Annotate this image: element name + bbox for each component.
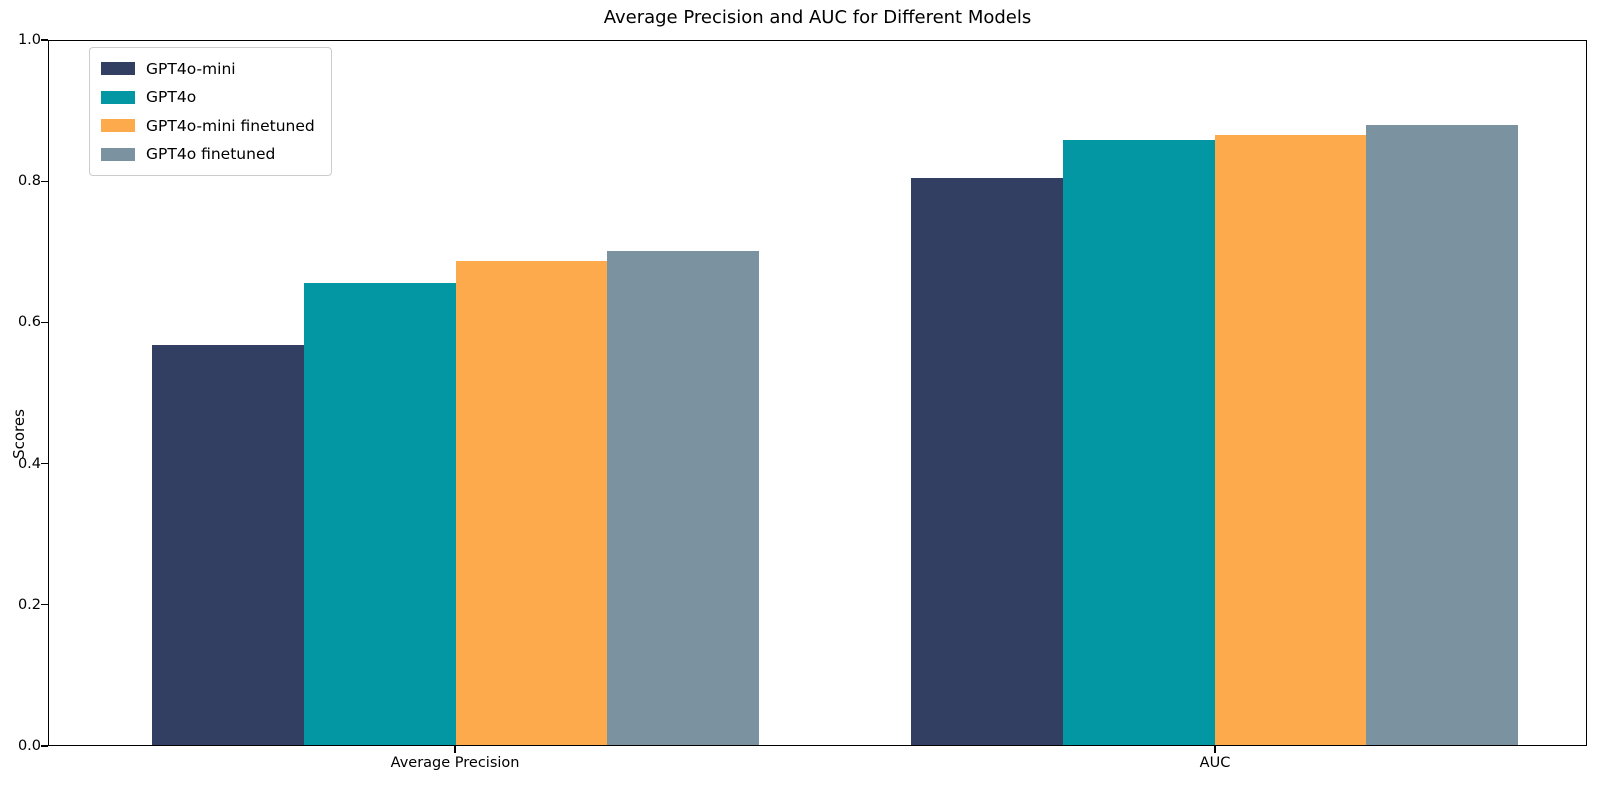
y-tick-mark xyxy=(41,745,48,747)
x-tick-mark xyxy=(1214,746,1216,753)
legend-swatch-icon xyxy=(101,119,135,132)
legend-swatch-icon xyxy=(101,90,135,104)
y-tick-mark xyxy=(41,604,48,606)
bar-gpt4o-mini-auc xyxy=(910,177,1063,745)
bar-gpt4o-mini-finetuned-auc xyxy=(1214,135,1367,745)
legend-label: GPT4o-mini finetuned xyxy=(146,116,315,135)
y-tick-label: 0.8 xyxy=(17,173,41,190)
bar-gpt4o-finetuned-auc xyxy=(1366,125,1519,745)
legend: GPT4o-mini GPT4o GPT4o-mini finetuned GPT4o… xyxy=(89,47,332,176)
x-tick-label-average-precision: Average Precision xyxy=(390,755,520,771)
bar-gpt4o-mini-finetuned-average-precision xyxy=(455,260,608,745)
legend-swatch-icon xyxy=(101,62,135,75)
bar-gpt4o-mini-average-precision xyxy=(151,345,304,745)
x-tick-mark xyxy=(454,746,456,753)
x-tick-label-auc: AUC xyxy=(1199,755,1231,771)
y-axis-label: Scores xyxy=(10,409,28,459)
y-tick-label: 0.4 xyxy=(17,455,41,472)
bar-gpt4o-average-precision xyxy=(303,283,456,745)
y-tick-mark xyxy=(41,462,48,465)
y-tick-label: 0.0 xyxy=(17,738,41,754)
legend-label: GPT4o xyxy=(146,88,197,106)
legend-swatch-icon xyxy=(101,147,135,161)
legend-label: GPT4o-mini xyxy=(146,59,236,78)
y-tick-mark xyxy=(41,180,48,182)
legend-label: GPT4o finetuned xyxy=(146,145,276,163)
legend-item-gpt4o-finetuned: GPT4o finetuned xyxy=(101,144,315,165)
legend-item-gpt4o-mini: GPT4o-mini xyxy=(101,58,315,79)
y-tick-mark xyxy=(41,321,48,324)
y-tick-mark xyxy=(41,39,48,41)
legend-item-gpt4o: GPT4o xyxy=(101,87,315,108)
plot-area: Scores xyxy=(10,40,1587,746)
y-tick-label: 0.6 xyxy=(17,314,41,331)
bar-gpt4o-auc xyxy=(1062,140,1215,745)
bar-gpt4o-finetuned-average-precision xyxy=(607,250,760,745)
y-tick-label: 0.2 xyxy=(17,596,41,613)
chart-title: Average Precision and AUC for Different … xyxy=(603,7,1032,28)
legend-item-gpt4o-mini-finetuned: GPT4o-mini finetuned xyxy=(101,115,315,136)
y-tick-label: 1.0 xyxy=(17,32,41,48)
